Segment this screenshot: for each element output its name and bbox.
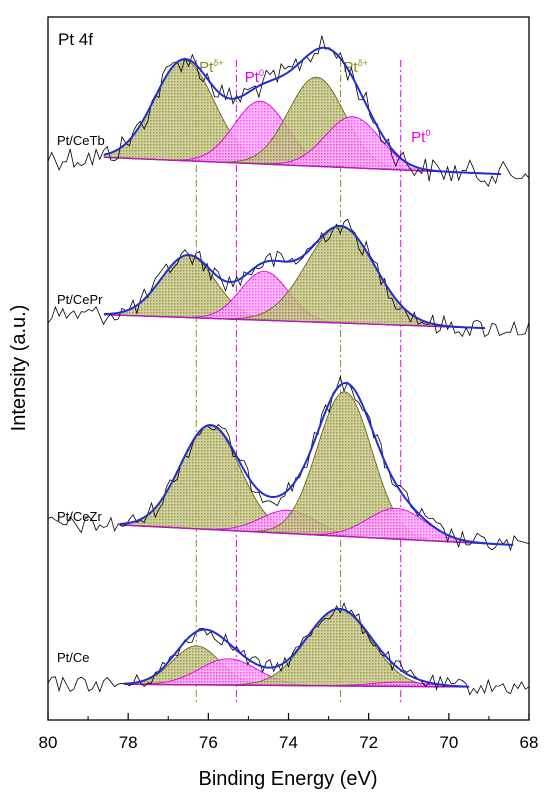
x-tick-label: 72 <box>359 733 378 752</box>
reference-label-sup: δ+ <box>213 58 223 68</box>
x-axis: 80 78 76 74 72 70 68 <box>39 713 539 752</box>
series-Pt/Ce <box>48 602 529 696</box>
reference-label-text: Pt <box>199 59 214 76</box>
baseline-line <box>124 683 469 688</box>
x-tick-label: 70 <box>439 733 458 752</box>
reference-label: Ptδ+ <box>343 58 367 76</box>
baseline-line <box>104 314 485 329</box>
envelope-fit <box>103 46 501 176</box>
envelope-fit <box>120 381 514 546</box>
reference-label: Pt0 <box>245 68 264 86</box>
envelope-fit <box>124 607 469 688</box>
reference-label: Pt0 <box>411 128 430 146</box>
sample-label: Pt/CeTb <box>57 133 105 148</box>
sample-label: Pt/Ce <box>57 650 90 665</box>
reference-label-text: Pt <box>245 69 260 86</box>
series-Pt/CeZr <box>48 375 529 552</box>
envelope-fit <box>104 224 485 330</box>
x-tick-label: 76 <box>199 733 218 752</box>
sample-labels: Pt/CeTb Pt/CePr Pt/CeZr Pt/Ce <box>57 133 105 665</box>
reference-labels: Ptδ+Pt0 Ptδ+Pt0 <box>199 58 430 146</box>
y-axis-label: Intensity (a.u.) <box>8 305 30 432</box>
reference-label-text: Pt <box>411 129 426 146</box>
sample-label: Pt/CePr <box>57 292 103 307</box>
reference-label-sup: 0 <box>425 128 430 138</box>
x-tick-label: 74 <box>279 733 298 752</box>
reference-label-text: Pt <box>343 59 358 76</box>
reference-label-sup: 0 <box>259 68 264 78</box>
x-tick-label: 80 <box>39 733 58 752</box>
x-tick-label: 68 <box>520 733 539 752</box>
spectra <box>48 35 529 696</box>
series-Pt/CeTb <box>48 35 529 188</box>
series-Pt/CePr <box>48 218 529 338</box>
raw-spectrum <box>48 602 529 696</box>
panel-label: Pt 4f <box>58 30 93 49</box>
reference-label-sup: δ+ <box>358 58 368 68</box>
x-tick-label: 78 <box>119 733 138 752</box>
sample-label: Pt/CeZr <box>57 509 102 524</box>
raw-spectrum <box>48 375 529 552</box>
x-axis-label: Binding Energy (eV) <box>199 768 378 790</box>
